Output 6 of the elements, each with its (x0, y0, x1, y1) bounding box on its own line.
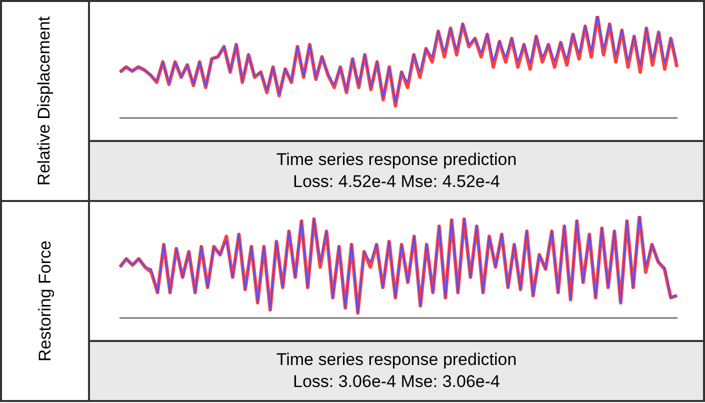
text: Time series response prediction (276, 149, 517, 171)
y-axis-title: Relative Displacement (35, 16, 55, 186)
y-axis-title: Restoring Force (35, 240, 55, 362)
text: Loss: 4.52e-4 Mse: 4.52e-4 (293, 171, 500, 193)
text: Time series response prediction (276, 349, 517, 371)
text: Loss: 3.06e-4 Mse: 3.06e-4 (293, 371, 500, 393)
